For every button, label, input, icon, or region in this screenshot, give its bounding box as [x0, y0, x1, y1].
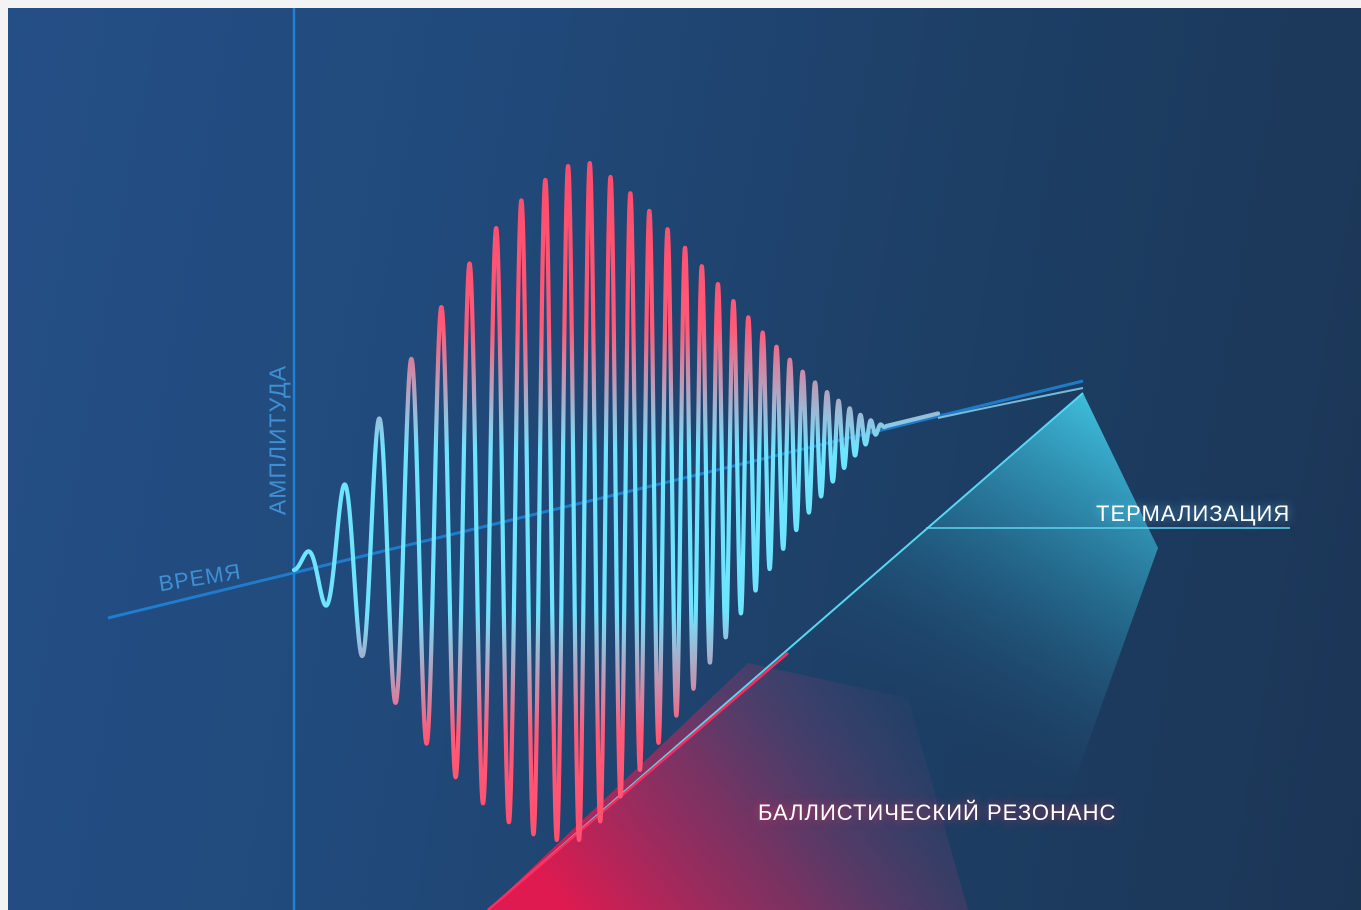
thermalization-label: ТЕРМАЛИЗАЦИЯ	[1096, 501, 1291, 526]
ballistic-resonance-label: БАЛЛИСТИЧЕСКИЙ РЕЗОНАНС	[758, 800, 1117, 825]
wave-diagram	[107, 8, 1290, 910]
diagram-canvas: АМПЛИТУДА ВРЕМЯ ТЕРМАЛИЗАЦИЯ БАЛЛИСТИЧЕС…	[8, 8, 1361, 910]
amplitude-axis-label: АМПЛИТУДА	[264, 364, 291, 516]
oscillation-wave	[291, 161, 941, 843]
wave-tail	[937, 387, 1084, 419]
ballistic-resonance-region	[488, 663, 968, 910]
resonance-boundary-line	[487, 652, 789, 910]
